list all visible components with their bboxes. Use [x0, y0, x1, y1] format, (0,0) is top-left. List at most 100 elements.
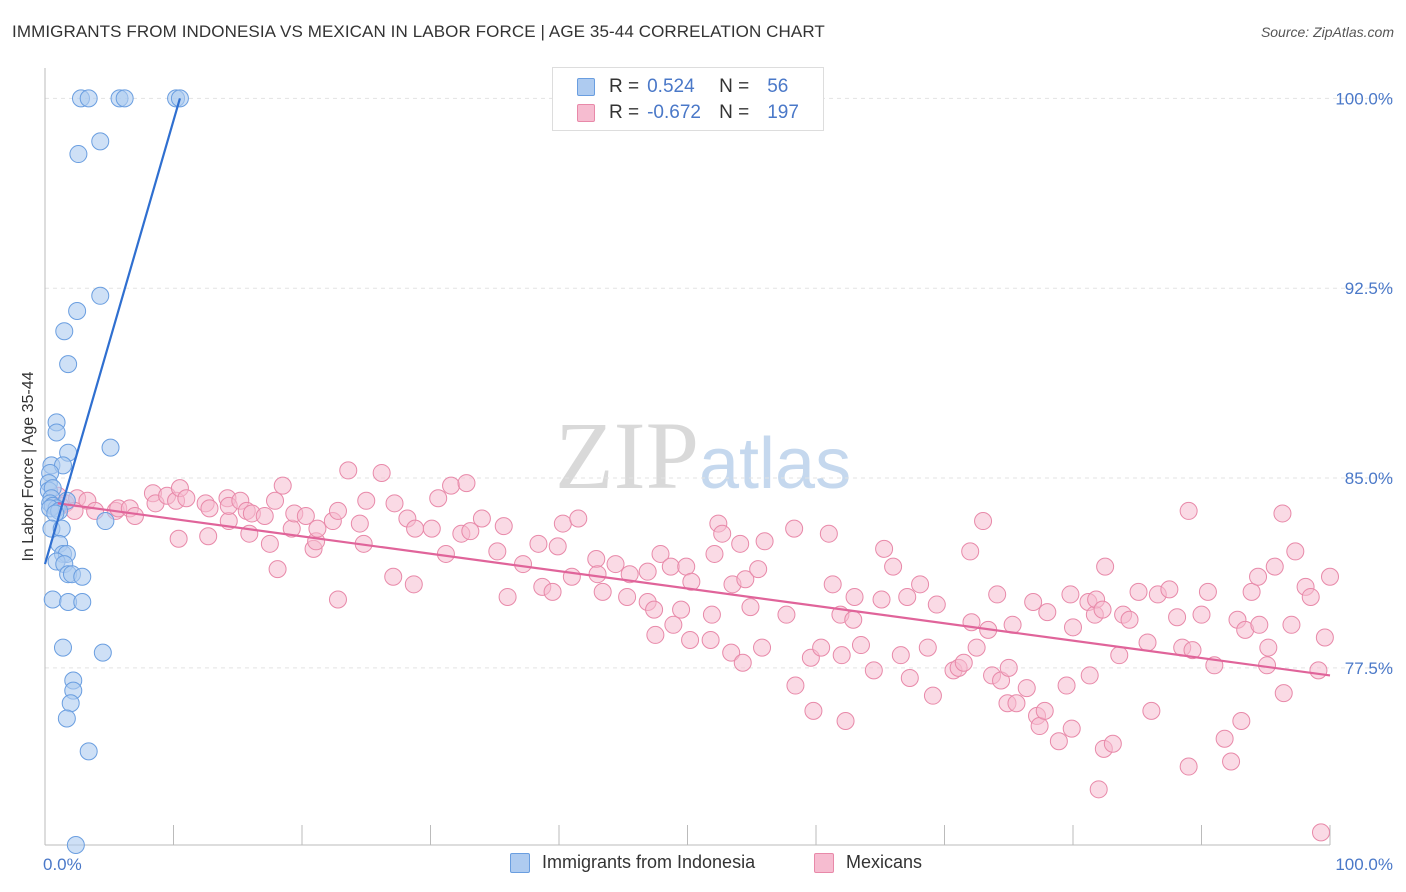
mexicans-point: [832, 646, 851, 665]
mexicans-point: [1142, 701, 1161, 720]
mexicans-point: [844, 610, 863, 629]
mexicans-point: [1129, 582, 1148, 601]
mexicans-point: [911, 575, 930, 594]
mexicans-point: [638, 562, 657, 581]
mexicans-point: [169, 529, 188, 548]
series-legend: Immigrants from Indonesia Mexicans: [0, 852, 1406, 878]
mexicans-point: [1222, 752, 1241, 771]
mexicans-point: [1282, 615, 1301, 634]
mexicans-point: [918, 638, 937, 657]
mexicans-point: [1309, 661, 1328, 680]
mexicans-point: [875, 539, 894, 558]
mexicans-point: [664, 615, 683, 634]
mexicans-point: [682, 572, 701, 591]
legend-n-value: 197: [767, 102, 799, 123]
mexicans-point: [967, 638, 986, 657]
mexicans-point: [406, 519, 425, 538]
legend-item-mexicans: Mexicans: [814, 852, 922, 873]
mexicans-point: [1215, 729, 1234, 748]
x-tick-label: 0.0%: [43, 855, 82, 874]
y-tick-label: 85.0%: [1345, 469, 1393, 488]
mexicans-point: [1273, 504, 1292, 523]
mexicans-legend-swatch: [814, 852, 834, 873]
mexicans-point: [661, 557, 680, 576]
indonesia-point: [101, 438, 120, 457]
mexicans-point: [749, 560, 768, 579]
mexicans-point: [1179, 757, 1198, 776]
mexicans-point: [268, 560, 287, 579]
mexicans-points: [48, 461, 1339, 842]
mexicans-point: [442, 476, 461, 495]
mexicans-point: [851, 636, 870, 655]
mexicans-point: [457, 474, 476, 493]
y-tick-label: 77.5%: [1345, 659, 1393, 678]
legend-r-value: -0.672: [647, 102, 701, 123]
indonesia-point: [79, 742, 98, 761]
legend-row-indonesia: R = 0.524 N = 56: [577, 75, 788, 99]
mexicans-point: [350, 514, 369, 533]
mexicans-point: [900, 668, 919, 687]
mexicans-point: [266, 491, 285, 510]
mexicans-point: [1035, 701, 1054, 720]
mexicans-point: [1120, 610, 1139, 629]
mexicans-point: [1160, 580, 1179, 599]
mexicans-point: [569, 509, 588, 528]
mexicans-point: [498, 587, 517, 606]
correlation-legend: R = 0.524 N = 56 R = -0.672 N = 197: [552, 67, 824, 131]
mexicans-point: [553, 514, 572, 533]
mexicans-point: [884, 557, 903, 576]
indonesia-points: [39, 89, 189, 854]
mexicans-point: [845, 587, 864, 606]
mexicans-point: [785, 519, 804, 538]
mexicans-point: [651, 544, 670, 563]
legend-item-indonesia: Immigrants from Indonesia: [510, 852, 755, 873]
indonesia-legend-swatch: [510, 852, 530, 873]
mexicans-point: [472, 509, 491, 528]
mexicans-point: [1242, 582, 1261, 601]
mexicans-point: [328, 590, 347, 609]
indonesia-point: [47, 423, 66, 442]
mexicans-point: [1062, 719, 1081, 738]
mexicans-point: [836, 711, 855, 730]
indonesia-point: [53, 638, 72, 657]
mexicans-point: [548, 537, 567, 556]
mexicans-point: [593, 582, 612, 601]
mexicans-point: [488, 542, 507, 561]
indonesia-point: [115, 89, 134, 108]
mexicans-point: [736, 570, 755, 589]
mexicans-point: [1168, 608, 1187, 627]
mexicans-point: [1192, 605, 1211, 624]
mexicans-point: [588, 565, 607, 584]
mexicans-point: [1096, 557, 1115, 576]
mexicans-point: [974, 512, 993, 531]
mexicans-point: [677, 557, 696, 576]
mexicans-point: [1286, 542, 1305, 561]
mexicans-point: [1232, 711, 1251, 730]
indonesia-point: [59, 355, 78, 374]
mexicans-point: [372, 463, 391, 482]
mexicans-point: [125, 506, 144, 525]
mexicans-point: [713, 524, 732, 543]
mexicans-point: [606, 555, 625, 574]
mexicans-point: [988, 585, 1007, 604]
source-prefix: Source:: [1260, 24, 1314, 40]
mexicans-point: [1198, 582, 1217, 601]
mexicans-point: [1049, 732, 1068, 751]
watermark-zip: ZIP: [555, 402, 699, 509]
mexicans-point: [429, 489, 448, 508]
mexicans-point: [923, 686, 942, 705]
source-note: Source: ZipAtlas.com: [1261, 24, 1394, 40]
mexicans-point: [777, 605, 796, 624]
mexicans-point: [514, 555, 533, 574]
legend-r-label: R =: [609, 102, 640, 123]
mexicans-point: [1064, 618, 1082, 637]
mexicans-point: [702, 605, 721, 624]
indonesia-point: [57, 709, 76, 728]
mexicans-point: [645, 600, 664, 619]
legend-label-mexicans: Mexicans: [846, 852, 923, 872]
mexicans-point: [681, 630, 700, 649]
indonesia-point: [68, 301, 87, 320]
y-axis-label: In Labor Force | Age 35-44: [20, 371, 37, 561]
chart-title: IMMIGRANTS FROM INDONESIA VS MEXICAN IN …: [12, 22, 825, 41]
mexicans-point: [385, 494, 404, 513]
